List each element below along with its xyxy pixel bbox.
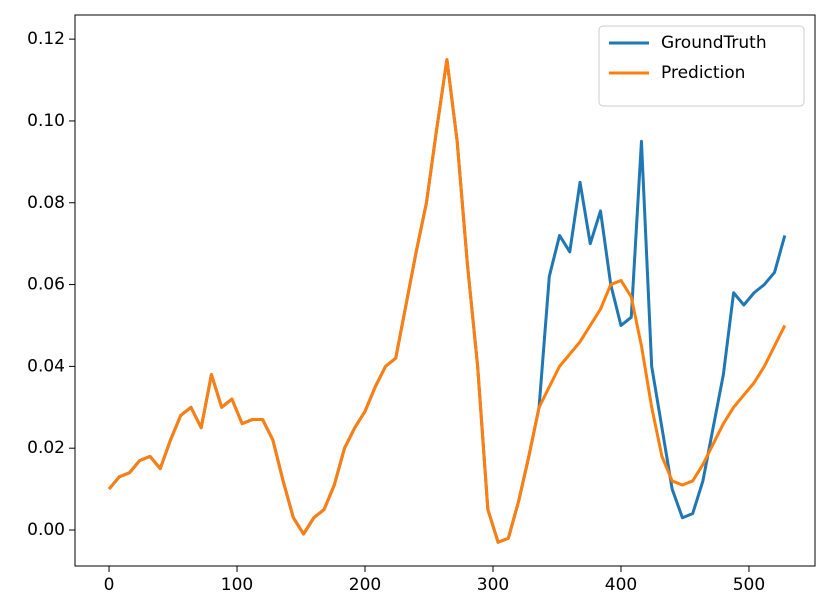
y-tick-label: 0.12 xyxy=(27,29,65,49)
y-tick-label: 0.00 xyxy=(27,520,65,540)
legend-box xyxy=(598,25,805,107)
x-tick-label: 100 xyxy=(221,575,253,595)
legend-label: GroundTruth xyxy=(661,33,767,53)
plot-frame xyxy=(74,14,816,567)
x-tick-label: 200 xyxy=(349,575,381,595)
line-series xyxy=(107,58,787,544)
x-tick-label: 0 xyxy=(104,575,115,595)
y-tick-label: 0.10 xyxy=(27,111,65,131)
x-tick-label: 400 xyxy=(605,575,637,595)
y-tick-label: 0.04 xyxy=(27,356,65,376)
legend-label: Prediction xyxy=(661,63,745,83)
x-tick-label: 500 xyxy=(733,575,765,595)
y-tick-label: 0.06 xyxy=(27,275,65,295)
x-tick-label: 300 xyxy=(477,575,509,595)
y-tick-label: 0.08 xyxy=(27,193,65,213)
line-series xyxy=(107,58,787,544)
y-tick-label: 0.02 xyxy=(27,438,65,458)
